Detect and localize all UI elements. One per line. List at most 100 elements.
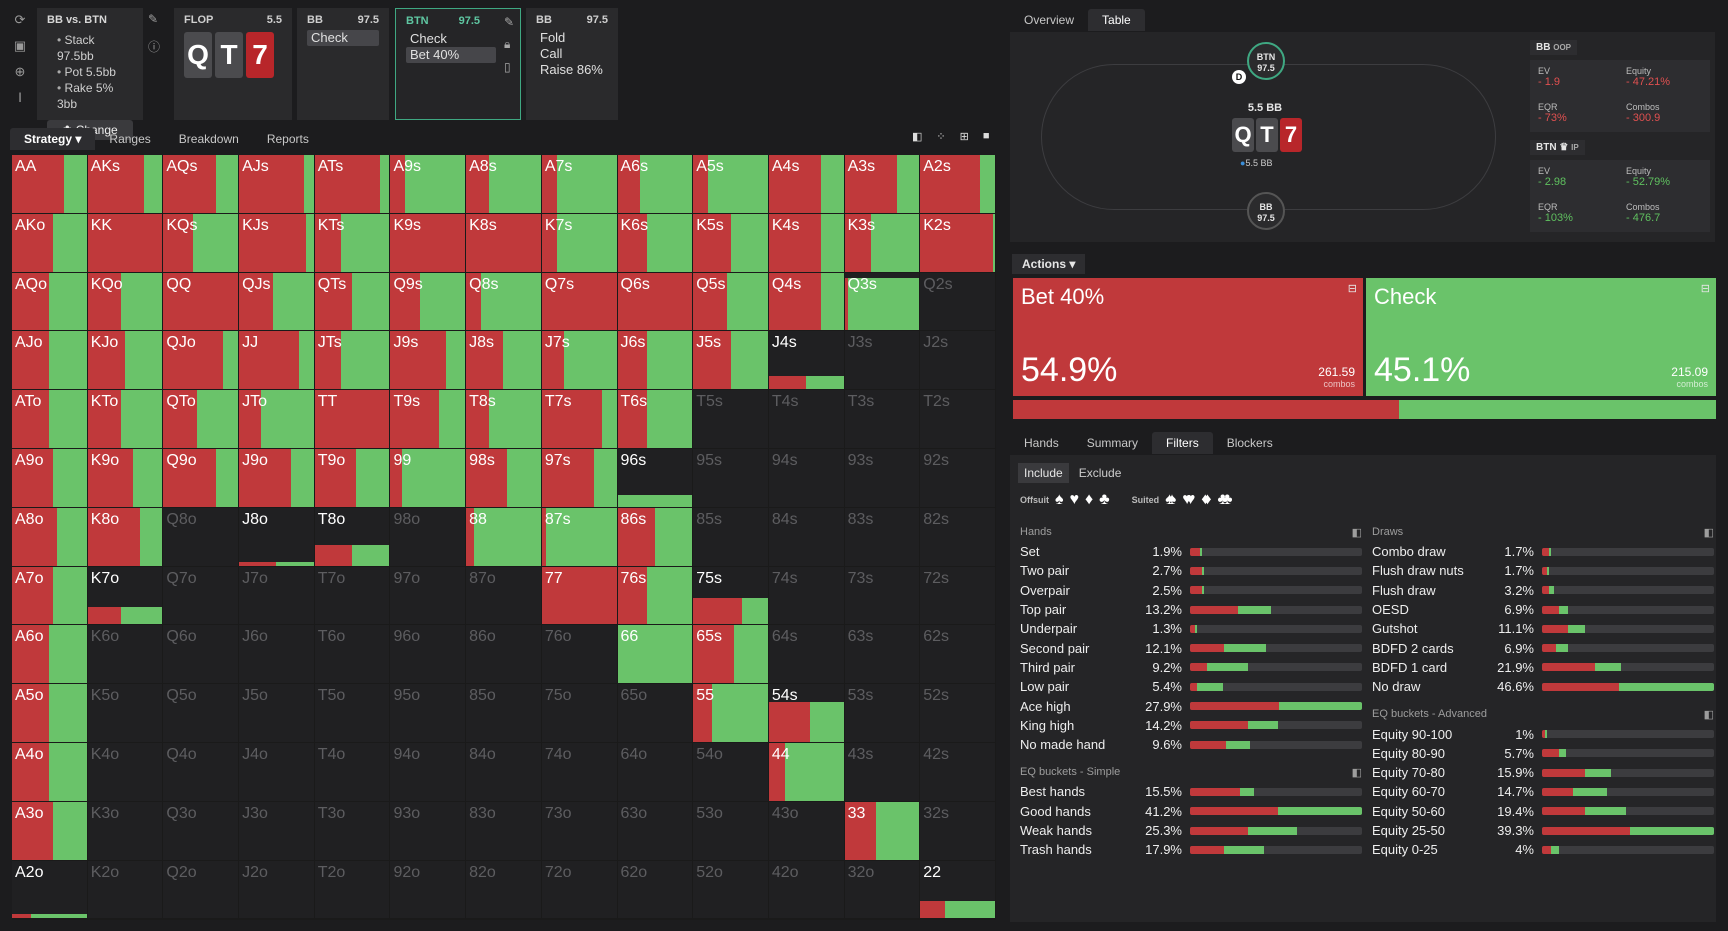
hand-cell-A9s[interactable]: A9s <box>390 155 467 214</box>
hand-cell-86o[interactable]: 86o <box>466 625 542 685</box>
bb-seat[interactable]: BB 97.5 <box>1247 192 1285 230</box>
spade-icon[interactable]: ♠ <box>1055 491 1064 508</box>
hand-cell-KQs[interactable]: KQs <box>163 213 240 273</box>
hand-cell-K3o[interactable]: K3o <box>87 801 164 861</box>
filter-row[interactable]: Ace high 27.9% <box>1020 696 1362 715</box>
gamepad-icon[interactable]: ⊕ <box>14 64 26 79</box>
hand-cell-A9o[interactable]: A9o <box>12 448 88 508</box>
pencil-icon[interactable]: ✎ <box>503 15 514 29</box>
hand-cell-QTo[interactable]: QTo <box>163 390 240 449</box>
suited-club-icon[interactable]: ♣♣ <box>1217 491 1233 508</box>
filter-row[interactable]: BDFD 2 cards 6.9% <box>1372 638 1714 657</box>
compact-view-icon[interactable]: ⁘ <box>936 131 946 143</box>
hand-cell-76s[interactable]: 76s <box>617 566 694 626</box>
hand-cell-Q2s[interactable]: Q2s <box>920 272 996 332</box>
hand-cell-98s[interactable]: 98s <box>466 448 542 508</box>
hand-cell-K5s[interactable]: K5s <box>693 213 769 273</box>
hand-cell-J2o[interactable]: J2o <box>239 860 315 920</box>
hand-cell-Q7s[interactable]: Q7s <box>541 272 618 332</box>
hand-cell-T6s[interactable]: T6s <box>617 390 694 449</box>
filter-row[interactable]: Second pair 12.1% <box>1020 638 1362 657</box>
hand-cell-AKs[interactable]: AKs <box>87 155 164 214</box>
actions-dropdown[interactable]: Actions ▾ <box>1012 254 1086 274</box>
tab-summary[interactable]: Summary <box>1086 436 1139 450</box>
hand-cell-Q4s[interactable]: Q4s <box>768 272 845 332</box>
collapse-icon[interactable]: ◧ <box>1351 526 1362 539</box>
hand-cell-A5s[interactable]: A5s <box>693 155 769 214</box>
hand-cell-82o[interactable]: 82o <box>466 860 542 920</box>
hand-cell-63s[interactable]: 63s <box>844 625 921 685</box>
hand-cell-T8s[interactable]: T8s <box>466 390 542 449</box>
hand-cell-92o[interactable]: 92o <box>390 860 467 920</box>
hand-cell-87o[interactable]: 87o <box>466 566 542 626</box>
filter-row[interactable]: Equity 0-25 4% <box>1372 840 1714 859</box>
hand-cell-J2s[interactable]: J2s <box>920 331 996 391</box>
hand-cell-T8o[interactable]: T8o <box>314 507 391 567</box>
hand-cell-65s[interactable]: 65s <box>693 625 769 685</box>
hand-cell-K2o[interactable]: K2o <box>87 860 164 920</box>
filter-row[interactable]: No draw 46.6% <box>1372 677 1714 696</box>
hand-cell-93s[interactable]: 93s <box>844 448 921 508</box>
hand-cell-72s[interactable]: 72s <box>920 566 996 626</box>
filter-row[interactable]: OESD 6.9% <box>1372 600 1714 619</box>
hand-cell-K9o[interactable]: K9o <box>87 448 164 508</box>
hand-cell-K2s[interactable]: K2s <box>920 213 996 273</box>
hand-cell-AQs[interactable]: AQs <box>163 155 240 214</box>
hand-cell-J3s[interactable]: J3s <box>844 331 921 391</box>
hand-cell-Q4o[interactable]: Q4o <box>163 742 240 802</box>
filter-row[interactable]: Equity 60-70 14.7% <box>1372 782 1714 801</box>
hand-cell-42o[interactable]: 42o <box>768 860 845 920</box>
hand-cell-A5o[interactable]: A5o <box>12 684 88 743</box>
hand-cell-KJs[interactable]: KJs <box>239 213 315 273</box>
hand-cell-QQ[interactable]: QQ <box>163 272 240 332</box>
heart-icon[interactable]: ♥ <box>1069 491 1080 508</box>
hand-cell-Q9s[interactable]: Q9s <box>390 272 467 332</box>
hand-cell-97s[interactable]: 97s <box>541 448 618 508</box>
collapse-icon[interactable]: ◧ <box>1351 766 1362 779</box>
hand-cell-84s[interactable]: 84s <box>768 507 845 567</box>
hand-cell-75s[interactable]: 75s <box>693 566 769 626</box>
hand-cell-T9s[interactable]: T9s <box>390 390 467 449</box>
hand-cell-TT[interactable]: TT <box>314 390 391 449</box>
include-button[interactable]: Include <box>1018 463 1069 483</box>
hand-cell-AJs[interactable]: AJs <box>239 155 315 214</box>
hand-cell-T2o[interactable]: T2o <box>314 860 391 920</box>
filter-row[interactable]: Top pair 13.2% <box>1020 600 1362 619</box>
hand-cell-53s[interactable]: 53s <box>844 684 921 743</box>
hand-cell-65o[interactable]: 65o <box>617 684 694 743</box>
hand-cell-J7s[interactable]: J7s <box>541 331 618 391</box>
hand-cell-K6s[interactable]: K6s <box>617 213 694 273</box>
hand-cell-53o[interactable]: 53o <box>693 801 769 861</box>
hand-cell-32s[interactable]: 32s <box>920 801 996 861</box>
hand-cell-73s[interactable]: 73s <box>844 566 921 626</box>
hand-cell-K8o[interactable]: K8o <box>87 507 164 567</box>
filter-row[interactable]: Combo draw 1.7% <box>1372 542 1714 561</box>
filter-row[interactable]: Flush draw 3.2% <box>1372 581 1714 600</box>
flop-box[interactable]: FLOP 5.5 Q T 7 <box>174 8 292 120</box>
hand-cell-T4o[interactable]: T4o <box>314 742 391 802</box>
hand-cell-KTs[interactable]: KTs <box>314 213 391 273</box>
filter-row[interactable]: Overpair 2.5% <box>1020 581 1362 600</box>
hand-cell-A3o[interactable]: A3o <box>12 801 88 861</box>
hand-cell-K6o[interactable]: K6o <box>87 625 164 685</box>
hand-cell-Q8o[interactable]: Q8o <box>163 507 240 567</box>
hand-cell-73o[interactable]: 73o <box>541 801 618 861</box>
hand-cell-96o[interactable]: 96o <box>390 625 467 685</box>
club-icon[interactable]: ♣ <box>1099 491 1110 508</box>
hand-cell-83o[interactable]: 83o <box>466 801 542 861</box>
hand-cell-32o[interactable]: 32o <box>844 860 921 920</box>
filter-row[interactable]: Equity 70-80 15.9% <box>1372 763 1714 782</box>
hand-cell-42s[interactable]: 42s <box>920 742 996 802</box>
hand-cell-72o[interactable]: 72o <box>541 860 618 920</box>
hand-cell-QTs[interactable]: QTs <box>314 272 391 332</box>
text-cursor-icon[interactable]: Ⅰ <box>18 90 22 105</box>
hand-cell-QJs[interactable]: QJs <box>239 272 315 332</box>
option-fold[interactable]: Fold <box>540 30 566 45</box>
exclude-button[interactable]: Exclude <box>1078 466 1122 480</box>
hand-cell-62o[interactable]: 62o <box>617 860 694 920</box>
hand-cell-54s[interactable]: 54s <box>768 684 845 743</box>
option-raise[interactable]: Raise 86% <box>540 62 603 77</box>
hand-cell-74s[interactable]: 74s <box>768 566 845 626</box>
hand-cell-A7o[interactable]: A7o <box>12 566 88 626</box>
filter-row[interactable]: Equity 80-90 5.7% <box>1372 744 1714 763</box>
